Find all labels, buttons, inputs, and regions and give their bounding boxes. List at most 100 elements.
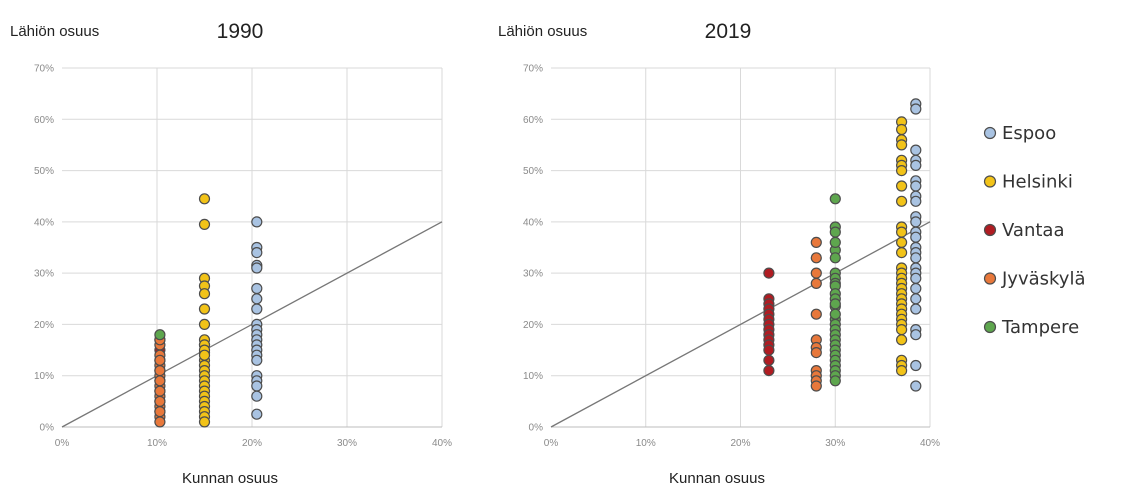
data-point — [910, 103, 922, 115]
chart-title: 1990 — [217, 20, 264, 43]
series-Tampere — [829, 193, 841, 387]
data-point — [829, 252, 841, 264]
data-point — [763, 267, 775, 279]
legend-item-Helsinki: Helsinki — [983, 172, 1073, 193]
data-point — [251, 282, 263, 295]
data-point — [251, 293, 263, 305]
legend-item-Espoo: Espoo — [983, 123, 1056, 144]
legend-label: Jyväskylä — [1001, 269, 1086, 290]
legend-marker — [983, 272, 997, 285]
data-point — [895, 247, 908, 259]
y-tick-label: 30% — [523, 269, 543, 280]
y-tick-label: 0% — [40, 423, 55, 434]
data-point — [895, 165, 908, 177]
data-point — [198, 318, 211, 330]
data-point — [154, 354, 166, 366]
x-tick-label: 0% — [544, 438, 559, 449]
legend-item-Vantaa: Vantaa — [983, 220, 1064, 241]
data-point — [763, 354, 775, 366]
y-tick-label: 20% — [523, 320, 543, 331]
chart-panel-1990: Lähiön osuus 1990 Kunnan osuus 0% 10% 20% 30% 4… — [10, 20, 452, 487]
data-point — [154, 395, 166, 407]
data-point — [154, 406, 166, 418]
y-tick-label: 20% — [34, 320, 54, 331]
data-point — [895, 139, 908, 151]
y-tick-label: 40% — [34, 217, 54, 228]
series-Jyväskylä — [810, 236, 822, 392]
legend: Espoo Helsinki Vantaa Jyväskylä Tampere — [983, 123, 1086, 338]
x-axis-label: Kunnan osuus — [669, 470, 765, 487]
y-tick-label: 50% — [523, 166, 543, 177]
series-Espoo — [910, 98, 922, 392]
data-point — [763, 365, 775, 377]
legend-marker — [983, 175, 997, 188]
data-point — [910, 272, 922, 284]
data-point — [910, 144, 922, 156]
data-point — [895, 195, 908, 207]
series-Jyväskylä — [154, 334, 166, 428]
y-tick-label: 10% — [34, 371, 54, 382]
x-tick-label: 20% — [242, 438, 262, 449]
y-tick-label: 70% — [523, 64, 543, 75]
data-point — [910, 195, 922, 207]
data-point — [910, 252, 922, 264]
data-point — [829, 375, 841, 387]
data-point — [895, 365, 908, 377]
data-point — [910, 216, 922, 228]
data-point — [810, 347, 822, 359]
x-tick-label: 40% — [432, 438, 452, 449]
data-point — [251, 380, 263, 392]
data-point — [910, 293, 922, 305]
legend-marker — [983, 320, 997, 334]
data-point — [154, 365, 166, 377]
y-tick-label: 70% — [34, 64, 54, 75]
data-point — [910, 359, 922, 372]
legend-marker — [983, 223, 997, 237]
legend-marker — [983, 126, 997, 140]
data-point — [251, 262, 263, 274]
data-point — [763, 344, 775, 356]
x-tick-label: 0% — [55, 438, 70, 449]
data-point — [810, 236, 822, 248]
data-point — [910, 329, 922, 341]
legend-item-Jyväskylä: Jyväskylä — [983, 269, 1086, 290]
data-point — [810, 252, 822, 264]
data-point — [154, 416, 166, 428]
x-tick-label: 40% — [920, 438, 940, 449]
x-tick-label: 20% — [730, 438, 750, 449]
data-point — [198, 218, 211, 230]
data-point — [251, 303, 263, 315]
data-point — [251, 247, 263, 259]
y-tick-label: 50% — [34, 166, 54, 177]
legend-item-Tampere: Tampere — [983, 317, 1079, 338]
data-point — [829, 193, 841, 205]
data-point — [910, 380, 922, 392]
data-point — [910, 303, 922, 315]
legend-label: Helsinki — [1002, 172, 1073, 193]
data-point — [198, 288, 211, 300]
data-point — [910, 180, 922, 192]
x-tick-label: 30% — [825, 438, 845, 449]
data-point — [251, 216, 263, 228]
x-axis-label: Kunnan osuus — [182, 470, 278, 487]
data-point — [198, 416, 211, 428]
y-tick-label: 0% — [529, 423, 544, 434]
data-point — [810, 380, 822, 392]
legend-label: Espoo — [1002, 123, 1056, 144]
data-point — [810, 267, 822, 279]
data-point — [154, 375, 166, 387]
y-axis-label: Lähiön osuus — [498, 23, 587, 40]
data-point — [910, 282, 922, 295]
chart-panel-2019: Lähiön osuus 2019 Kunnan osuus 0% 10% 20% 30% 4… — [498, 20, 940, 487]
data-point — [251, 390, 263, 402]
data-point — [198, 193, 211, 205]
series-Helsinki — [198, 193, 211, 428]
series-Helsinki — [895, 116, 908, 377]
data-point — [910, 231, 922, 243]
chart-title: 2019 — [705, 20, 752, 43]
data-point — [154, 329, 166, 341]
series-Espoo — [251, 216, 263, 420]
data-point — [910, 159, 922, 171]
data-point — [895, 123, 908, 136]
